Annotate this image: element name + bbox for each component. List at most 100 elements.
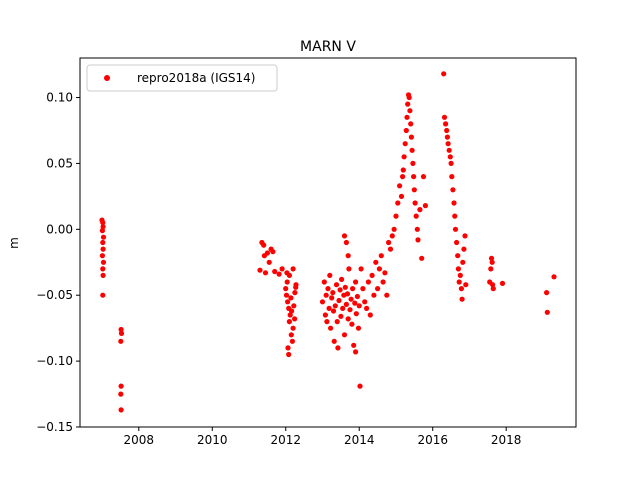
data-point [100, 234, 107, 240]
y-tick-label: −0.10 [36, 354, 73, 368]
data-point [415, 237, 421, 243]
data-point [455, 266, 461, 272]
data-point [405, 101, 411, 107]
data-point [286, 319, 292, 325]
data-point [100, 292, 106, 298]
data-point [403, 127, 409, 134]
data-point [422, 203, 428, 209]
data-point [441, 71, 447, 77]
data-point [393, 213, 399, 219]
data-point [100, 246, 106, 252]
data-point [328, 325, 334, 331]
data-point [400, 167, 406, 173]
data-point [99, 253, 105, 259]
x-tick-label: 2014 [344, 433, 375, 447]
data-point [408, 134, 414, 140]
data-point [499, 280, 506, 286]
data-point [329, 295, 335, 301]
data-point [100, 259, 107, 265]
data-point [490, 286, 496, 292]
data-point [412, 200, 418, 206]
data-point [400, 174, 406, 180]
data-point [419, 255, 425, 261]
data-points [99, 71, 557, 413]
x-tick-label: 2008 [124, 433, 155, 447]
data-point [443, 121, 449, 127]
data-point [279, 266, 285, 272]
data-point [452, 226, 459, 232]
data-point [551, 274, 557, 280]
data-point [289, 308, 295, 314]
data-point [455, 253, 461, 259]
data-point [342, 284, 348, 290]
data-point [387, 246, 394, 252]
data-point [327, 272, 333, 278]
data-point [375, 286, 381, 292]
data-point [341, 233, 348, 239]
data-point [356, 303, 362, 309]
data-point [451, 200, 457, 206]
x-tick-label: 2016 [417, 433, 448, 447]
data-point [382, 270, 388, 276]
y-axis-ticks: −0.15 −0.10 −0.05 0.00 0.05 0.10 [36, 91, 80, 434]
data-point [358, 266, 364, 272]
data-point [444, 127, 450, 134]
legend-marker [104, 75, 110, 81]
data-point [378, 253, 384, 259]
data-point [118, 326, 124, 333]
data-point [360, 286, 366, 292]
data-point [462, 233, 468, 239]
data-point [286, 351, 292, 358]
data-point [324, 319, 330, 325]
legend: repro2018a (IGS14) [86, 64, 278, 92]
data-point [371, 292, 377, 298]
data-point [365, 279, 371, 285]
data-point [352, 300, 358, 306]
data-point [404, 114, 410, 120]
data-point [343, 239, 349, 246]
legend-label: repro2018a (IGS14) [137, 71, 255, 85]
data-point [380, 279, 386, 285]
data-point [335, 345, 341, 351]
data-point [353, 279, 359, 285]
data-point [292, 316, 298, 322]
data-point [402, 141, 408, 147]
y-tick-label: 0.00 [46, 222, 73, 236]
data-point [454, 239, 460, 246]
data-point [351, 342, 357, 348]
data-point [100, 224, 106, 230]
data-point [272, 268, 278, 275]
data-point [353, 349, 359, 355]
data-point [444, 134, 450, 140]
data-point [544, 290, 550, 296]
data-point [357, 383, 363, 389]
data-point [461, 246, 467, 252]
data-point [283, 286, 289, 292]
data-point [413, 213, 419, 219]
data-point [446, 147, 452, 153]
data-point [345, 316, 351, 322]
data-point [321, 279, 327, 285]
data-point [350, 286, 356, 292]
data-point [411, 187, 417, 193]
data-point [118, 391, 124, 397]
data-point [343, 301, 349, 307]
data-point [391, 226, 397, 232]
data-point [397, 183, 403, 189]
data-point [266, 259, 272, 265]
data-point [290, 325, 296, 331]
data-point [409, 147, 415, 153]
data-point [369, 272, 375, 278]
data-point [341, 332, 348, 338]
axes-frame [79, 57, 577, 428]
data-point [376, 266, 382, 272]
data-point [118, 383, 124, 389]
data-point [344, 291, 351, 297]
y-tick-label: 0.05 [46, 156, 73, 170]
data-point [459, 296, 465, 302]
data-point [100, 266, 106, 272]
data-point [544, 309, 550, 315]
data-point [441, 114, 448, 120]
data-point [420, 174, 427, 180]
